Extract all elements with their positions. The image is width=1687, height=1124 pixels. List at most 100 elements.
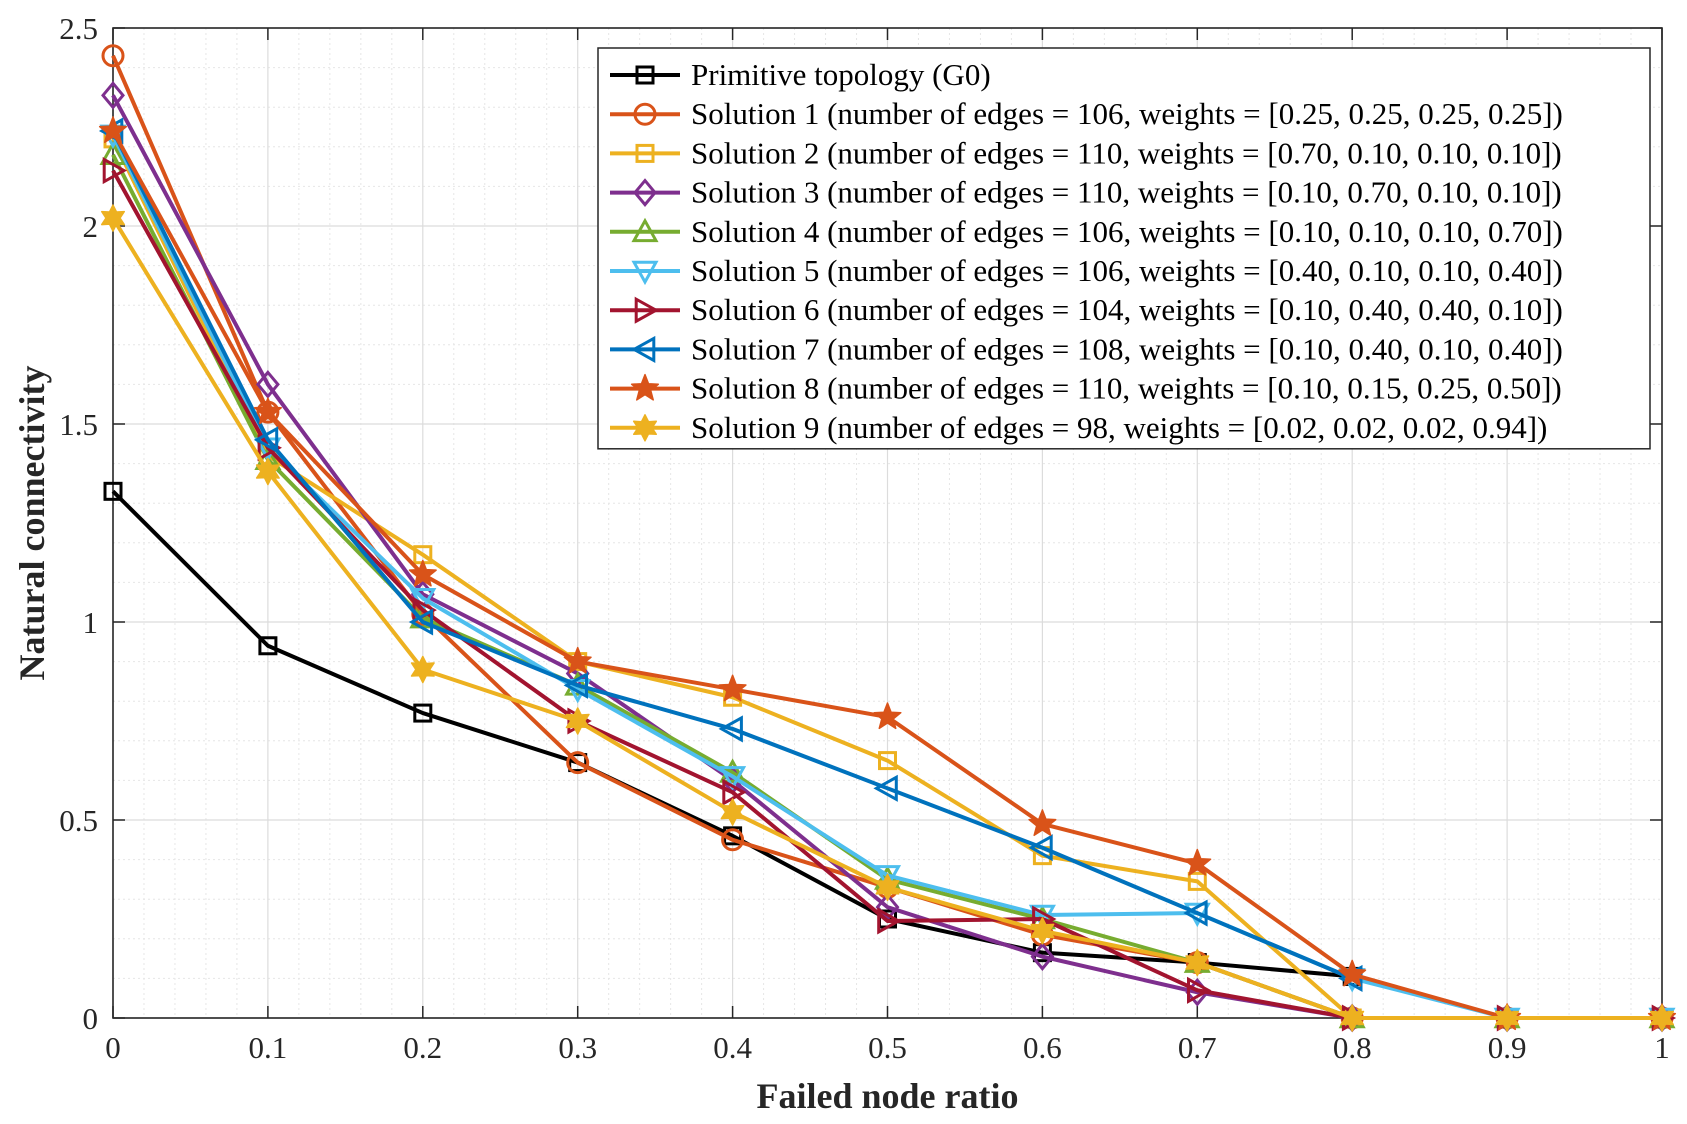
data-point	[720, 798, 745, 826]
data-point	[1338, 959, 1367, 987]
data-point	[718, 715, 743, 743]
legend-entry[interactable]: Solution 7 (number of edges = 108, weigh…	[610, 331, 1563, 366]
data-point	[1340, 1004, 1365, 1032]
x-tick-label: 0.5	[868, 1030, 907, 1065]
x-tick-label: 1	[1654, 1030, 1670, 1065]
series-line	[111, 489, 1353, 979]
data-point	[877, 907, 902, 935]
data-point	[875, 873, 900, 902]
legend-entry[interactable]: Primitive topology (G0)	[610, 57, 991, 92]
data-point	[722, 778, 747, 806]
x-tick-label: 0.2	[403, 1030, 442, 1065]
y-tick-label: 2	[83, 209, 99, 244]
legend-marker	[635, 143, 655, 163]
series-8	[98, 116, 1677, 1031]
data-point	[873, 865, 902, 890]
data-point	[1495, 1004, 1520, 1032]
x-tick-label: 0.6	[1023, 1030, 1062, 1065]
legend-marker	[630, 335, 656, 363]
legend-box	[597, 47, 1651, 450]
x-tick-label: 0.7	[1178, 1030, 1217, 1065]
data-point	[718, 674, 747, 702]
legend-entry[interactable]: Solution 2 (number of edges = 110, weigh…	[610, 135, 1562, 170]
legend-marker	[634, 296, 660, 324]
data-point	[255, 370, 280, 399]
data-point	[410, 655, 435, 684]
data-point	[721, 828, 745, 852]
legend-entry[interactable]: Solution 1 (number of edges = 106, weigh…	[610, 96, 1563, 131]
legend-label: Solution 5 (number of edges = 106, weigh…	[691, 253, 1563, 288]
legend-label: Solution 7 (number of edges = 108, weigh…	[691, 331, 1563, 366]
y-tick-label: 2.5	[59, 11, 98, 46]
data-point	[568, 753, 588, 773]
data-point	[100, 204, 126, 232]
data-point	[873, 774, 898, 802]
data-point	[878, 751, 897, 771]
legend-marker	[633, 178, 657, 207]
data-point	[1185, 948, 1210, 977]
data-point	[563, 646, 592, 674]
legend[interactable]: Primitive topology (G0) Solution 1 (numbe…	[597, 47, 1651, 450]
y-tick-label: 0	[83, 1001, 99, 1036]
y-axis-title: Natural connectivity	[12, 366, 52, 681]
legend-marker	[633, 102, 657, 126]
data-point	[1030, 917, 1055, 945]
legend-label: Solution 9 (number of edges = 98, weight…	[691, 410, 1547, 445]
legend-entry[interactable]: Solution 5 (number of edges = 106, weigh…	[610, 253, 1563, 288]
data-point	[253, 397, 282, 425]
legend-label: Solution 2 (number of edges = 110, weigh…	[691, 135, 1562, 170]
data-point	[1030, 942, 1055, 971]
legend-entry[interactable]: Solution 8 (number of edges = 110, weigh…	[610, 371, 1562, 406]
series-group	[98, 44, 1677, 1033]
x-tick-label: 0.3	[558, 1030, 597, 1065]
legend-label: Solution 4 (number of edges = 106, weigh…	[691, 214, 1563, 249]
data-point	[102, 157, 128, 185]
x-tick-label: 0.8	[1333, 1030, 1372, 1065]
x-tick-label: 0.1	[249, 1030, 288, 1065]
legend-marker	[631, 217, 659, 243]
x-tick-label: 0.4	[713, 1030, 752, 1065]
y-tick-label: 1.5	[59, 407, 98, 442]
legend-marker	[635, 65, 655, 85]
series-line	[111, 130, 1353, 981]
legend-marker	[631, 260, 659, 286]
data-point	[408, 608, 434, 636]
y-tick-label: 1	[83, 605, 99, 640]
data-point	[413, 703, 433, 723]
data-point	[253, 426, 279, 454]
legend-label: Solution 8 (number of edges = 110, weigh…	[691, 371, 1562, 406]
data-point	[101, 80, 125, 110]
data-point	[1187, 871, 1207, 891]
data-point	[563, 671, 588, 699]
data-point	[101, 44, 125, 68]
data-point	[1649, 1004, 1675, 1032]
data-point	[1183, 899, 1208, 927]
data-point	[566, 751, 590, 775]
data-point	[1028, 809, 1057, 837]
data-point	[1183, 848, 1212, 876]
legend-entry[interactable]: Solution 4 (number of edges = 106, weigh…	[610, 214, 1563, 249]
x-axis-title: Failed node ratio	[757, 1076, 1019, 1116]
data-point	[258, 636, 278, 656]
legend-entry[interactable]: Solution 6 (number of edges = 104, weigh…	[610, 292, 1563, 327]
data-point	[873, 702, 902, 730]
legend-label: Solution 3 (number of edges = 110, weigh…	[691, 175, 1562, 210]
data-point	[103, 481, 123, 501]
legend-entry[interactable]: Solution 9 (number of edges = 98, weight…	[610, 410, 1547, 445]
legend-marker	[632, 414, 658, 442]
legend-marker	[630, 373, 660, 401]
data-point	[1028, 834, 1053, 862]
data-point	[719, 766, 747, 791]
y-tick-label: 0.5	[59, 803, 98, 838]
data-point	[1187, 976, 1212, 1004]
data-point	[255, 457, 280, 486]
data-point	[565, 707, 590, 735]
legend-label: Solution 1 (number of edges = 106, weigh…	[691, 96, 1563, 131]
x-tick-label: 0.9	[1488, 1030, 1527, 1065]
data-point	[408, 559, 437, 587]
legend-label: Primitive topology (G0)	[691, 57, 991, 92]
x-tick-label: 0	[105, 1030, 121, 1065]
legend-label: Solution 6 (number of edges = 104, weigh…	[691, 292, 1563, 327]
legend-entry[interactable]: Solution 3 (number of edges = 110, weigh…	[610, 175, 1562, 210]
